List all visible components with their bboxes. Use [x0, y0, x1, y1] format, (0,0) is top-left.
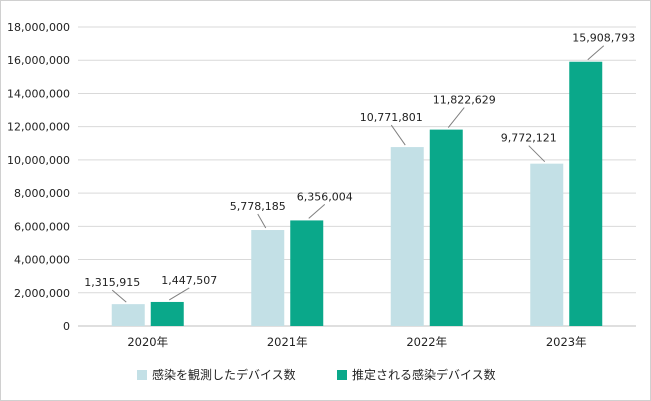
- data-label-leader: [587, 45, 605, 61]
- data-label: 15,908,793: [572, 32, 635, 45]
- x-category-label: 2023年: [546, 335, 587, 349]
- data-label-leader: [308, 204, 326, 219]
- y-tick-label: 18,000,000: [7, 21, 70, 34]
- x-category-label: 2021年: [267, 335, 308, 349]
- legend-swatch: [137, 370, 147, 380]
- y-tick-label: 0: [63, 320, 70, 333]
- bar-observed: [111, 304, 145, 326]
- x-category-label: 2022年: [406, 335, 447, 349]
- data-label-leader: [168, 287, 190, 301]
- data-label: 1,315,915: [84, 276, 140, 289]
- x-category-label: 2020年: [127, 335, 168, 349]
- y-tick-label: 2,000,000: [14, 287, 70, 300]
- data-label: 10,771,801: [360, 111, 423, 124]
- data-label-leader: [390, 124, 406, 146]
- data-label-leader: [111, 289, 127, 303]
- bar-observed: [530, 163, 564, 326]
- bar-estimated: [150, 301, 184, 326]
- legend-label: 感染を観測したデバイス数: [152, 367, 296, 382]
- bar-observed: [251, 230, 285, 326]
- y-tick-label: 4,000,000: [14, 254, 70, 267]
- bar-estimated: [290, 220, 324, 326]
- legend-label: 推定される感染デバイス数: [352, 367, 496, 382]
- y-tick-label: 10,000,000: [7, 154, 70, 167]
- data-label-leader: [257, 213, 267, 229]
- y-tick-label: 6,000,000: [14, 220, 70, 233]
- data-label: 11,822,629: [433, 94, 496, 107]
- y-tick-label: 12,000,000: [7, 121, 70, 134]
- data-label: 5,778,185: [230, 200, 286, 213]
- bar-estimated: [429, 129, 463, 326]
- data-label-leader: [447, 107, 465, 128]
- data-label: 6,356,004: [297, 190, 353, 203]
- data-label-leader: [528, 145, 546, 163]
- data-label: 9,772,121: [501, 132, 557, 145]
- legend-swatch: [337, 370, 347, 380]
- y-tick-label: 16,000,000: [7, 54, 70, 67]
- y-tick-label: 14,000,000: [7, 87, 70, 100]
- y-tick-label: 8,000,000: [14, 187, 70, 200]
- bar-estimated: [569, 61, 603, 326]
- data-label: 1,447,507: [161, 274, 217, 287]
- bar-observed: [390, 147, 424, 326]
